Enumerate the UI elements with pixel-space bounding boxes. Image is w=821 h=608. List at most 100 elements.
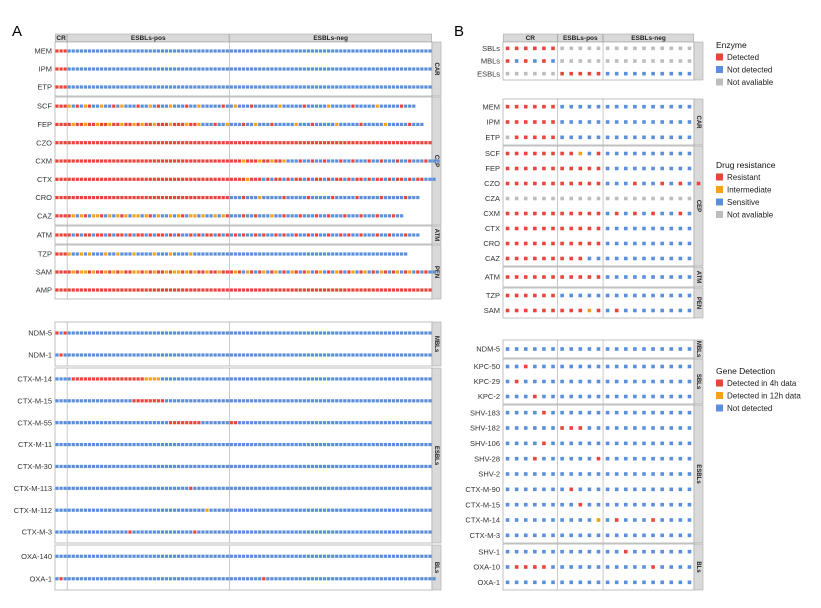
panelB-cell [687,472,692,476]
panelB-cell [542,226,546,231]
panelA-row-label: CTX-M-3 [22,528,52,537]
panelB-column-label: CR [526,35,536,42]
panelA-cell [375,270,379,274]
panelA-cell [254,85,258,89]
panelB-cell [587,364,592,369]
panelB-cell [578,71,583,76]
panelA-cell [221,399,225,403]
panelA-cell [168,442,173,447]
panelA-cell [124,486,128,490]
panelA-cell [233,442,237,447]
panelB-cell [505,293,510,298]
panelA-cell [310,442,315,447]
panelA-cell [343,577,347,581]
panelA-cell [428,141,432,145]
panelB-cell [623,394,628,399]
panelA-cell [262,508,266,512]
panelA-cell [128,288,132,292]
panelA-cell [327,377,331,381]
panelB-cell [596,533,601,538]
panelB-group-label: CEP [695,200,701,212]
panelA-cell [282,104,286,108]
panelA-cell [201,159,205,163]
panelB-cell [551,46,555,51]
panelA-cell [104,49,108,53]
panelA-cell [383,508,387,512]
panelB-cell [623,196,628,201]
panelA-cell [404,442,408,447]
panelB-cell [614,151,619,156]
panelB-cell [587,151,592,156]
panelA-cell [55,67,59,71]
panelA-cell [108,464,112,469]
panelB-cell [542,211,546,216]
panelB-cell [660,135,664,140]
panelA-cell [197,85,201,89]
panelA-cell [379,177,383,181]
panelA-cell [229,159,233,163]
panelB-cell [542,308,546,313]
panelA-cell [168,252,173,256]
panelA-cell [379,508,383,512]
panelB-cell [542,104,546,109]
panelA-cell [262,421,266,425]
panelA-cell [258,331,262,335]
panelA-cell [100,530,104,534]
panelA-cell [168,399,173,403]
panelB-cell [514,518,519,522]
panelA-cell [379,486,383,490]
panelA-cell [395,442,400,447]
panelA-cell [156,377,160,381]
panelB-cell [614,211,619,216]
panelA-cell [164,554,169,558]
panelA-cell [87,353,92,357]
panelA-cell [100,177,104,181]
panelA-cell [327,353,331,357]
panelA-cell [225,195,229,200]
panelB-cell [651,293,655,298]
panelA-cell [225,233,229,237]
panelA-cell [298,508,302,512]
panelA-cell [416,67,420,71]
panelA-cell [335,464,339,469]
panelA-cell [262,122,266,127]
panelA-cell [172,399,177,403]
panelB-cell [523,364,528,369]
panelB-cell [642,151,646,156]
panelB-cell [587,241,592,246]
panelB-cell [587,394,592,399]
panelB-column-label: ESBLs-neg [631,35,666,42]
panelA-cell [355,195,359,200]
panelA-cell [327,331,331,335]
panelA-cell [383,122,387,127]
panelA-cell [225,122,229,127]
panelB-cell [560,135,564,140]
panelB-cell [587,410,592,415]
panelB-cell [596,549,601,554]
panelA-cell [164,508,169,512]
panelA-cell [95,508,100,512]
panelA-cell [290,49,294,53]
panelB-cell [596,275,601,279]
panelA-cell [71,331,75,335]
panelA-cell [83,195,88,200]
panelA-cell [391,270,396,274]
panelA-cell [201,270,205,274]
panelA-cell [79,122,83,127]
panelA-cell [241,159,246,163]
panelB-cell [560,410,564,415]
panelA-cell [160,195,165,200]
panelA-cell [124,331,128,335]
panelA-cell [359,353,363,357]
panelA-group-strip [431,544,442,591]
panelB-cell [614,308,619,313]
panelA-cell [408,141,412,145]
panelB-cell [614,196,619,201]
panelA-cell [144,486,148,490]
panelA-cell [278,442,282,447]
panelB-cell [523,181,528,186]
panelA-cell [67,195,71,200]
panelA-cell [185,530,189,534]
panelB-cell [560,456,564,461]
